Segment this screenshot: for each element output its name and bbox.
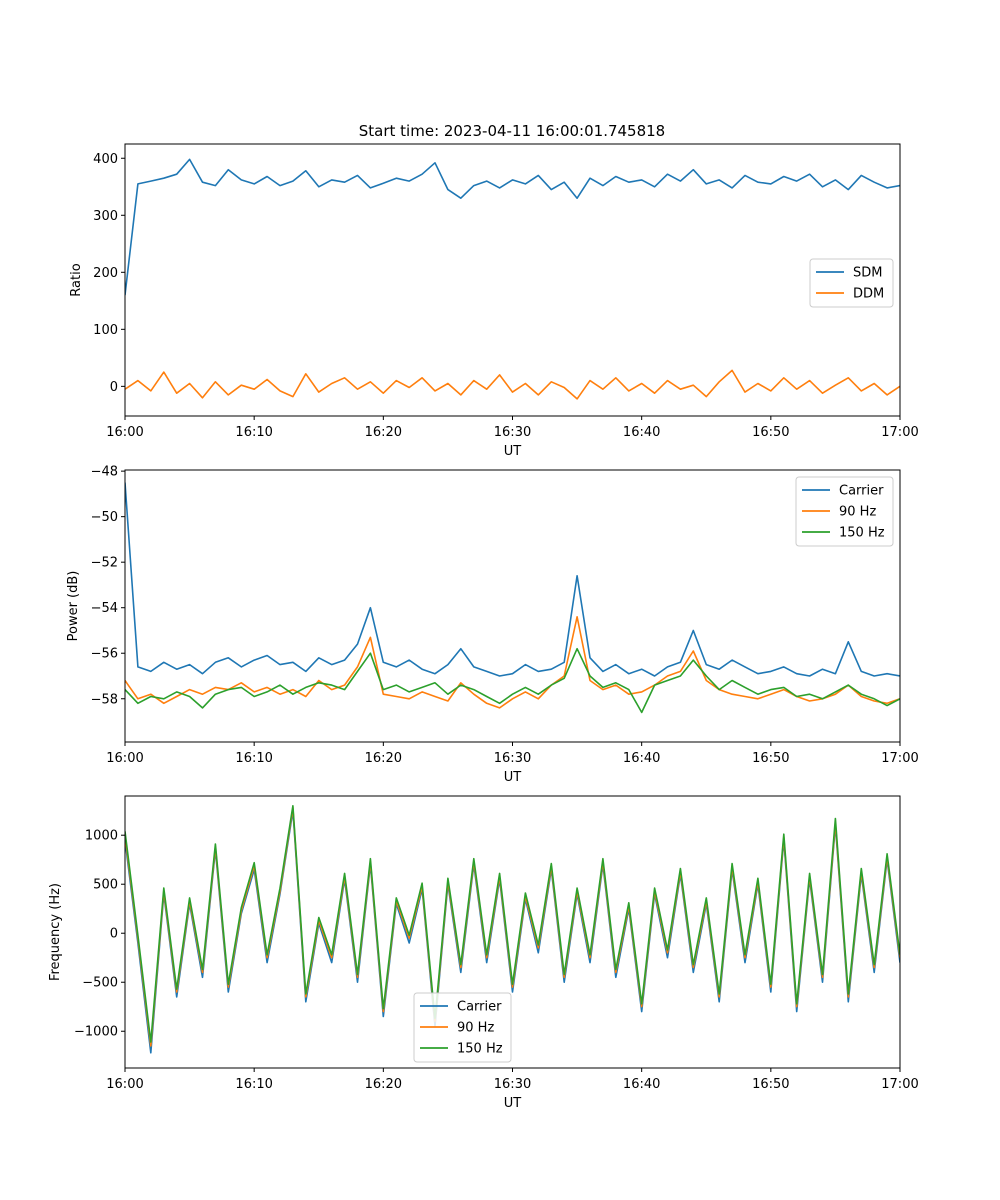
x-axis-label: UT [504,444,522,459]
y-tick-label: 0 [110,380,118,395]
legend: Carrier 90 Hz 150 Hz [795,476,894,547]
x-tick-label: 17:00 [881,425,918,440]
legend-label: Carrier [839,484,884,499]
y-tick-label: 100 [93,323,118,338]
x-tick-label: 16:30 [494,751,531,766]
series-line-carrier [125,482,900,677]
legend-label: 150 Hz [839,526,885,541]
y-tick-label: −56 [91,647,118,662]
x-tick-label: 16:30 [494,1077,531,1092]
x-tick-label: 16:50 [752,1077,789,1092]
x-tick-label: 16:10 [235,751,272,766]
legend-label: 150 Hz [457,1042,503,1057]
x-tick-label: 17:00 [881,1077,918,1092]
legend-box [795,476,894,547]
series-line-ddm [125,369,900,400]
x-tick-label: 16:30 [494,425,531,440]
x-tick-label: 16:50 [752,751,789,766]
y-axis-label: Frequency (Hz) [48,883,63,981]
y-tick-label: 500 [93,878,118,893]
legend: Carrier 90 Hz 150 Hz [413,992,512,1063]
y-tick-label: 1000 [85,829,118,844]
x-tick-label: 17:00 [881,751,918,766]
legend-label: Carrier [457,1000,502,1015]
x-tick-label: 16:40 [623,751,660,766]
y-tick-label: −50 [91,510,118,525]
legend: SDM DDM [809,258,894,308]
x-tick-label: 16:20 [365,1077,402,1092]
y-tick-label: 300 [93,209,118,224]
y-tick-label: −500 [82,976,118,991]
x-tick-label: 16:10 [235,1077,272,1092]
x-tick-label: 16:20 [365,751,402,766]
y-tick-label: 400 [93,152,118,167]
charts: 16:00 16:10 16:20 16:30 16:40 16:50 17:00 0 100 2… [48,143,919,1111]
y-tick-label: −54 [91,601,118,616]
y-tick-label: 0 [110,927,118,942]
y-tick-label: 200 [93,266,118,281]
series-line-150-hz [125,647,900,714]
series-line-sdm [125,158,900,296]
x-axis-label: UT [504,770,522,785]
figure-title: Start time: 2023-04-11 16:00:01.745818 [359,122,665,140]
x-tick-label: 16:10 [235,425,272,440]
x-axis-label: UT [504,1096,522,1111]
x-tick-label: 16:00 [106,425,143,440]
y-tick-label: −58 [91,692,118,707]
chart-3: 16:00 16:10 16:20 16:30 16:40 16:50 17:00 −1000… [48,795,919,1111]
series-line-90-hz [125,615,900,709]
x-tick-label: 16:00 [106,751,143,766]
chart-1: 16:00 16:10 16:20 16:30 16:40 16:50 17:00 0 100 2… [69,143,919,459]
legend-box [413,992,512,1063]
chart-2: 16:00 16:10 16:20 16:30 16:40 16:50 17:00 −58 −5… [66,465,919,785]
x-tick-label: 16:40 [623,1077,660,1092]
legend-box [809,258,894,308]
series-line-150-hz [125,804,900,1043]
y-tick-label: −48 [91,465,118,480]
y-axis-label: Power (dB) [66,571,81,642]
legend-label: SDM [853,266,882,281]
legend-label: 90 Hz [839,505,876,520]
x-tick-label: 16:40 [623,425,660,440]
x-tick-label: 16:20 [365,425,402,440]
legend-label: DDM [853,287,884,302]
x-tick-label: 16:50 [752,425,789,440]
y-tick-label: −1000 [74,1025,118,1040]
legend-label: 90 Hz [457,1021,494,1036]
x-tick-label: 16:00 [106,1077,143,1092]
y-tick-label: −52 [91,556,118,571]
y-axis-label: Ratio [69,263,84,296]
